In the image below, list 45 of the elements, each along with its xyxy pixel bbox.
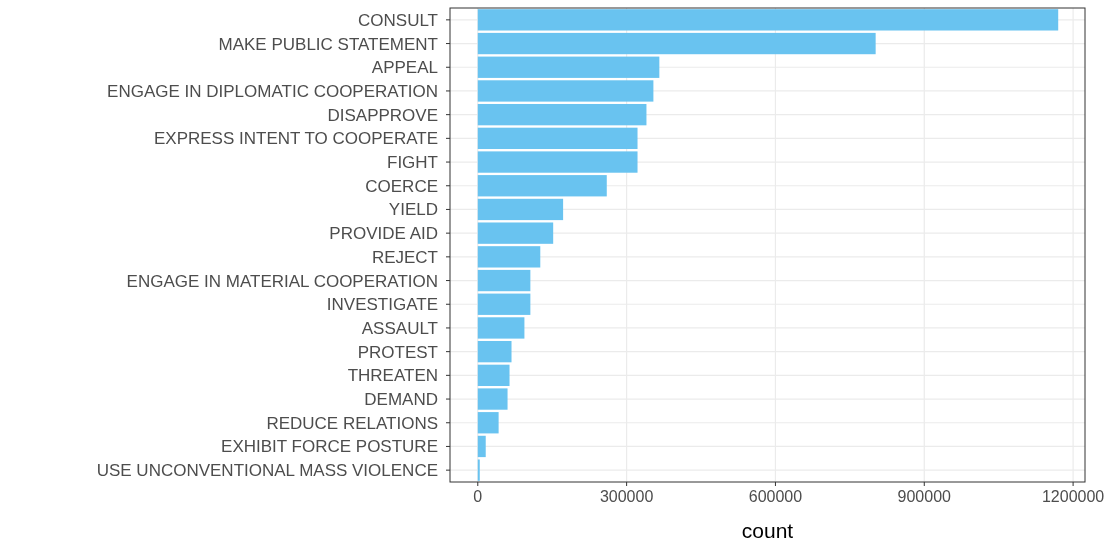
bar [477, 340, 512, 363]
y-tick-label: THREATEN [347, 366, 438, 386]
x-axis-title: count [741, 519, 794, 542]
y-tick-label: EXHIBIT FORCE POSTURE [221, 437, 438, 457]
x-tick-label: 300000 [599, 488, 654, 505]
y-tick-label: ENGAGE IN DIPLOMATIC COOPERATION [107, 81, 438, 101]
y-tick-label: EXPRESS INTENT TO COOPERATE [153, 129, 438, 149]
y-tick-label: ENGAGE IN MATERIAL COOPERATION [126, 271, 438, 291]
x-tick-label: 600000 [748, 488, 803, 505]
x-tick-label: 0 [473, 488, 483, 505]
y-tick-label: COERCE [365, 176, 438, 196]
bar [477, 269, 531, 292]
y-tick-label: INVESTIGATE [326, 295, 438, 315]
bar [477, 364, 510, 387]
bar [477, 80, 654, 102]
y-tick-label: REJECT [371, 247, 438, 267]
bar [477, 435, 486, 458]
y-tick-label: USE UNCONVENTIONAL MASS VIOLENCE [96, 461, 438, 481]
bar [477, 127, 638, 150]
y-tick-label: ASSAULT [361, 318, 438, 338]
bar [477, 222, 554, 244]
bar [477, 317, 525, 339]
bar [477, 175, 607, 197]
y-tick-label: YIELD [388, 200, 438, 220]
bar [477, 32, 876, 55]
y-tick-label: APPEAL [371, 58, 438, 78]
bar [477, 9, 1059, 31]
x-tick-label: 900000 [897, 488, 952, 505]
y-tick-label: CONSULT [358, 10, 438, 30]
y-tick-label: PROTEST [357, 342, 438, 362]
y-tick-label: REDUCE RELATIONS [266, 413, 438, 433]
y-tick-label: MAKE PUBLIC STATEMENT [218, 34, 438, 54]
bar [477, 246, 541, 268]
bar [477, 388, 508, 410]
y-tick-label: PROVIDE AID [329, 224, 438, 244]
bar [477, 293, 531, 315]
bar [477, 56, 660, 78]
y-tick-label: DISAPPROVE [327, 105, 438, 125]
y-tick-label: DEMAND [364, 390, 438, 409]
y-tick-label: FIGHT [387, 153, 438, 172]
bar [477, 412, 499, 434]
bar [477, 151, 638, 173]
bar [477, 198, 564, 221]
bar [477, 103, 647, 126]
x-tick-label: 1200000 [1041, 488, 1105, 505]
